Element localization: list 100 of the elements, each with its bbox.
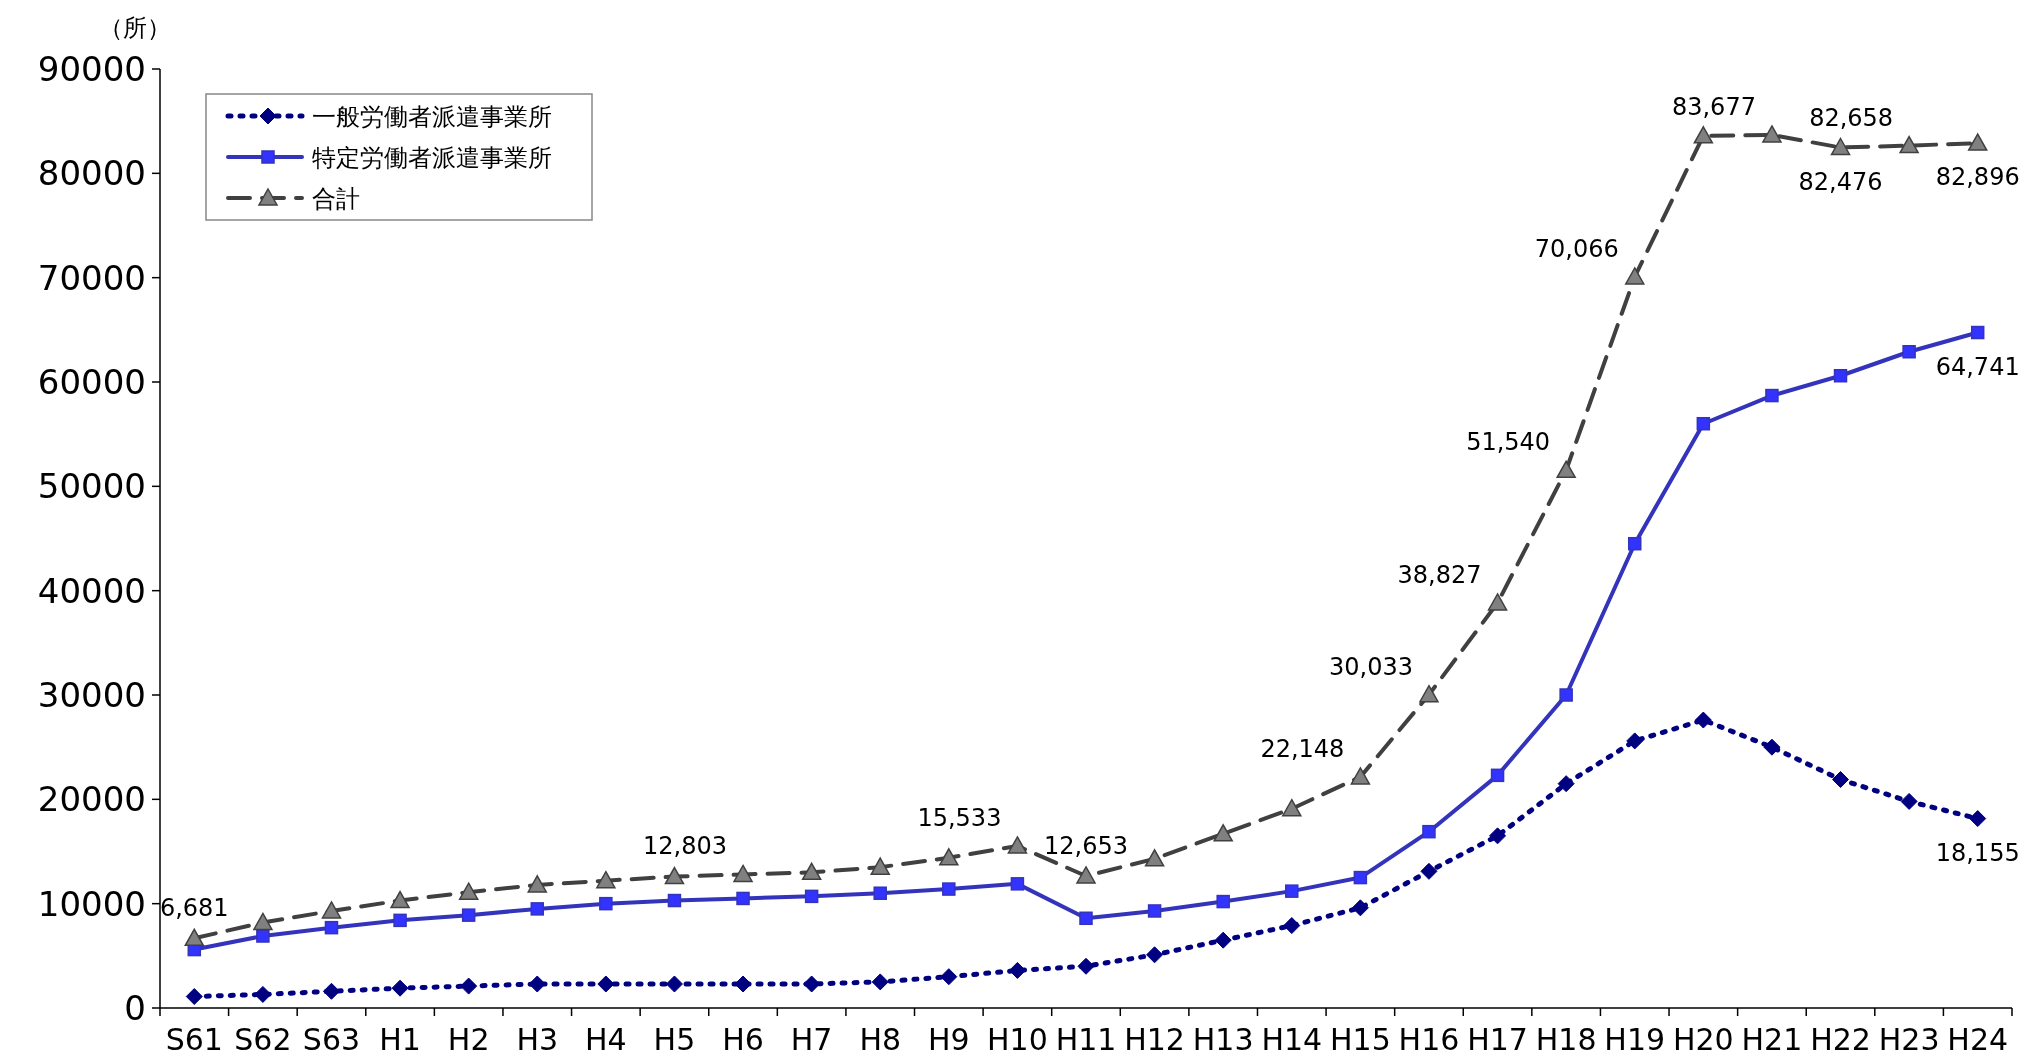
y-axis-title: （所） <box>99 14 171 42</box>
point <box>1079 911 1093 926</box>
point <box>1282 798 1302 817</box>
point <box>733 864 753 883</box>
point <box>1902 344 1916 359</box>
data-label: 12,803 <box>643 832 728 861</box>
y-tick-label: 10000 <box>37 883 146 924</box>
x-tick-label: H18 <box>1535 1022 1597 1057</box>
data-label: 38,827 <box>1397 560 1482 589</box>
point <box>596 870 616 889</box>
x-tick-label: H9 <box>927 1022 970 1057</box>
point <box>1350 767 1371 785</box>
x-tick-label: H24 <box>1947 1022 2009 1057</box>
data-label: 83,677 <box>1671 92 1756 121</box>
point <box>1146 946 1164 964</box>
point <box>184 928 205 947</box>
x-tick-label: S63 <box>302 1022 361 1057</box>
point <box>391 979 409 997</box>
x-tick-label: H1 <box>379 1022 421 1057</box>
legend-label: 特定労働者派遣事業所 <box>312 144 552 172</box>
x-tick-label: H21 <box>1741 1022 1803 1057</box>
data-label: 82,658 <box>1809 103 1894 132</box>
point <box>1694 711 1712 729</box>
point <box>461 908 476 922</box>
x-tick-label: H20 <box>1672 1022 1734 1057</box>
x-tick-label: H8 <box>859 1022 902 1057</box>
y-tick-label: 20000 <box>37 779 146 820</box>
data-label: 12,653 <box>1044 831 1128 860</box>
point <box>1351 899 1369 917</box>
data-label: 82,476 <box>1798 167 1883 196</box>
y-tick-label: 90000 <box>37 49 146 89</box>
point <box>1420 862 1438 880</box>
point <box>873 886 887 900</box>
point <box>801 862 822 881</box>
point <box>1490 768 1505 783</box>
point <box>1008 961 1026 979</box>
point <box>1765 388 1779 403</box>
point <box>321 901 342 919</box>
point <box>393 913 407 928</box>
point <box>1899 135 1919 154</box>
point <box>322 982 340 1000</box>
point <box>1419 684 1439 703</box>
point <box>1077 957 1095 975</box>
point <box>1626 732 1644 750</box>
point <box>870 857 890 875</box>
point <box>942 882 956 896</box>
y-tick-label: 60000 <box>37 362 146 402</box>
legend-label: 合計 <box>312 185 360 213</box>
point <box>1213 824 1233 842</box>
data-label: 30,033 <box>1328 652 1413 681</box>
data-label: 18,155 <box>1935 838 2020 867</box>
x-tick-label: H23 <box>1878 1022 1940 1057</box>
point <box>1832 771 1850 789</box>
point <box>597 975 615 993</box>
x-tick-label: H22 <box>1810 1022 1871 1057</box>
point <box>1967 133 1988 151</box>
point <box>254 985 272 1003</box>
point <box>1627 536 1642 551</box>
point <box>1214 931 1232 949</box>
point <box>664 866 685 885</box>
point <box>458 882 479 900</box>
point <box>1144 849 1165 867</box>
point <box>1487 593 1508 611</box>
y-tick-label: 70000 <box>37 257 146 298</box>
point <box>1624 267 1645 285</box>
x-tick-label: H14 <box>1261 1022 1323 1057</box>
data-label: 64,741 <box>1935 352 2020 381</box>
x-tick-label: S61 <box>165 1022 223 1057</box>
x-tick-label: H3 <box>516 1022 559 1057</box>
point <box>1969 810 1987 828</box>
point <box>1970 325 1985 340</box>
point <box>1353 870 1368 885</box>
point <box>256 929 270 943</box>
point <box>1147 904 1162 918</box>
x-tick-label: H12 <box>1124 1022 1185 1057</box>
point <box>527 875 548 893</box>
x-tick-label: H16 <box>1398 1022 1460 1057</box>
data-label: 6,681 <box>159 894 229 923</box>
y-tick-label: 50000 <box>37 466 146 507</box>
x-tick-label: H4 <box>585 1022 627 1057</box>
x-tick-label: H17 <box>1467 1022 1528 1057</box>
point <box>1763 738 1781 756</box>
point <box>1559 688 1573 702</box>
point <box>530 902 545 916</box>
data-label: 15,533 <box>917 803 1002 832</box>
x-tick-label: S62 <box>234 1022 292 1057</box>
data-label: 82,896 <box>1935 163 2020 192</box>
point <box>1489 827 1507 845</box>
point <box>736 891 750 906</box>
x-tick-label: H15 <box>1330 1022 1391 1057</box>
y-tick-label: 30000 <box>37 675 146 715</box>
x-tick-label: H10 <box>987 1022 1048 1057</box>
point <box>460 977 478 995</box>
point <box>1283 917 1301 935</box>
point <box>1010 877 1025 891</box>
point <box>1833 368 1848 383</box>
point <box>1556 460 1576 479</box>
point <box>390 890 410 909</box>
x-tick-label: H13 <box>1192 1022 1254 1057</box>
legend-label: 一般労働者派遣事業所 <box>312 103 552 131</box>
